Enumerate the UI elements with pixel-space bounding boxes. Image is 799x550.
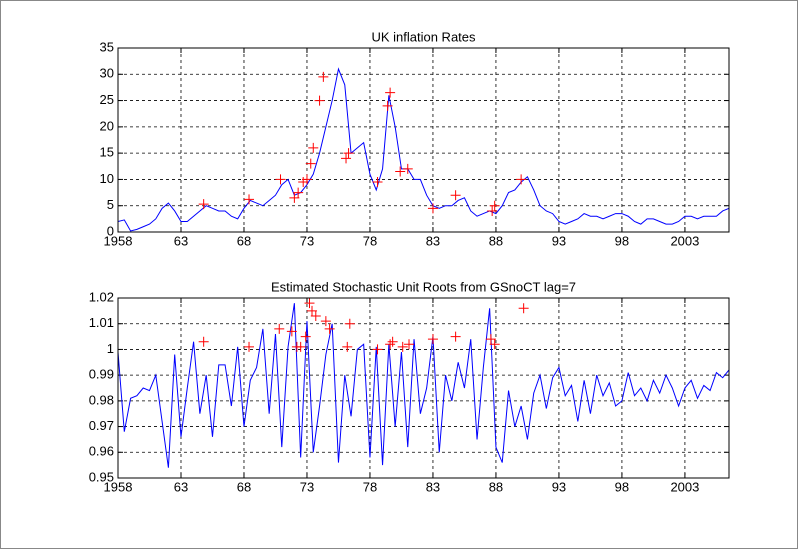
plus-marker [305,158,316,169]
y-tick-label: 0.97 [89,418,114,433]
plus-marker [404,339,415,350]
chart-title: Estimated Stochastic Unit Roots from GSn… [271,279,576,294]
y-tick-label: 1 [107,341,114,356]
y-tick-label: 0.96 [89,444,114,459]
y-tick-label: 15 [100,145,114,160]
y-tick-label: 20 [100,118,114,133]
x-tick-label: 98 [615,233,629,248]
plus-marker [372,344,383,355]
y-tick-label: 35 [100,39,114,54]
axes-frame [117,47,730,233]
y-tick-label: 0.95 [89,469,114,484]
x-tick-label: 63 [174,233,188,248]
plus-marker [385,87,396,98]
plus-marker [244,341,255,352]
plus-marker [293,187,304,198]
y-tick-label: 25 [100,92,114,107]
plus-marker [198,336,209,347]
x-tick-label: 93 [552,479,566,494]
y-tick-label: 0.98 [89,392,114,407]
plus-marker [286,326,297,337]
plus-marker [489,200,500,211]
plus-marker [295,341,306,352]
y-tick-label: 0 [107,223,114,238]
axes-frame [117,297,730,479]
plus-marker [382,100,393,111]
plus-marker [385,339,396,350]
plus-marker [318,71,329,82]
plus-marker [372,177,383,188]
y-tick-label: 1.01 [89,315,114,330]
plus-marker [341,153,352,164]
y-tick-label: 5 [107,197,114,212]
x-tick-label: 83 [426,479,440,494]
x-tick-label: 73 [300,479,314,494]
x-tick-label: 73 [300,233,314,248]
plus-marker [343,148,354,159]
x-tick-label: 68 [237,479,251,494]
y-tick-label: 0.99 [89,367,114,382]
x-tick-label: 88 [489,479,503,494]
x-tick-label: 68 [237,233,251,248]
plus-marker [344,318,355,329]
series-line [118,303,729,468]
x-tick-label: 2003 [670,479,699,494]
plus-marker [289,192,300,203]
axes-background [118,48,729,232]
chart-title: UK inflation Rates [371,29,476,44]
plus-marker [387,336,398,347]
plus-marker [402,163,413,174]
plus-marker [308,142,319,153]
y-tick-label: 30 [100,66,114,81]
x-tick-label: 63 [174,479,188,494]
plus-marker [300,331,311,342]
plus-marker [450,331,461,342]
x-tick-label: 1958 [104,479,133,494]
axes-background [118,298,729,478]
plus-marker [320,316,331,327]
plus-marker [304,298,315,309]
plus-marker [198,199,209,210]
plus-marker [342,341,353,352]
plus-marker [310,311,321,321]
x-tick-label: 93 [552,233,566,248]
plus-marker [397,341,408,352]
y-tick-label: 10 [100,171,114,186]
x-tick-label: 78 [363,233,377,248]
plus-marker [395,166,406,177]
x-tick-label: 2003 [670,233,699,248]
x-tick-label: 88 [489,233,503,248]
x-tick-label: 83 [426,233,440,248]
plus-marker [314,95,325,106]
plus-marker [274,323,285,334]
plus-marker [324,323,335,334]
y-tick-label: 1.02 [89,289,114,304]
plus-marker [307,305,318,316]
plus-marker [427,203,438,214]
plus-marker [516,174,527,185]
plus-marker [518,303,529,314]
x-tick-label: 78 [363,479,377,494]
x-tick-label: 1958 [104,233,133,248]
series-line [118,67,729,232]
plus-marker [427,334,438,345]
plus-marker [275,174,286,185]
plus-marker [244,194,255,205]
plus-marker [489,339,500,350]
plus-marker [450,190,461,201]
plus-marker [487,205,498,216]
x-tick-label: 98 [615,479,629,494]
plus-marker [301,174,312,185]
plus-marker [485,334,496,345]
